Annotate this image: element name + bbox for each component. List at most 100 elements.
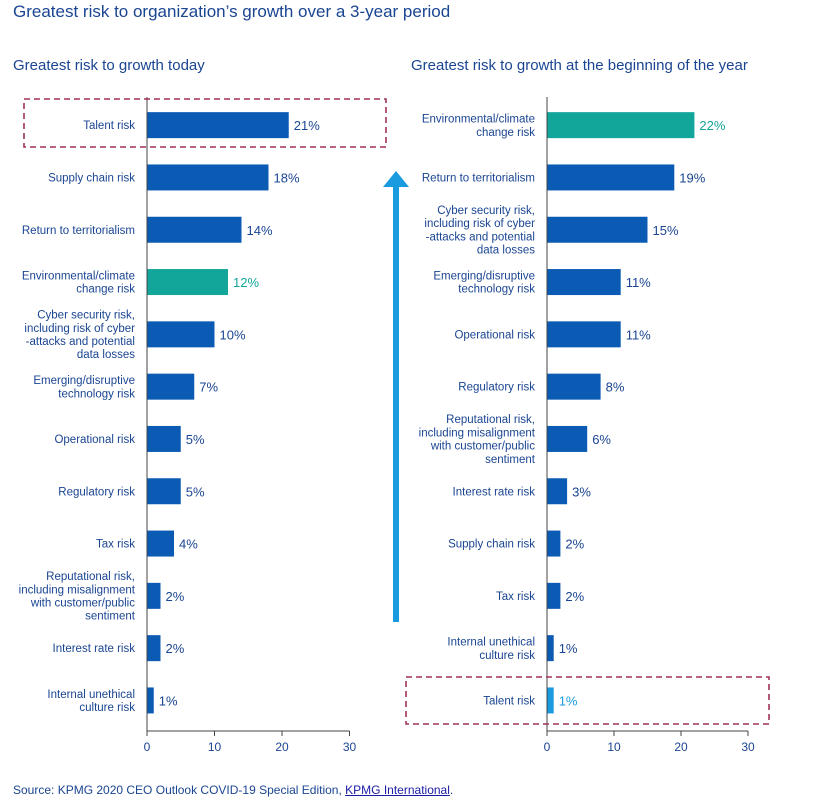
value-label: 2% [565,589,584,604]
category-label: Return to territorialism [422,172,535,184]
category-label-line: Interest rate risk [53,643,136,655]
x-tick-label: 20 [275,740,289,754]
bar [147,635,161,662]
category-label-line: data losses [477,245,535,257]
value-label: 22% [699,118,725,133]
value-label: 3% [572,484,591,499]
category-label: Internal unethical culture risk [447,637,535,662]
category-label: Operational risk [54,434,135,446]
bar [147,373,195,400]
bar [147,425,181,452]
category-label-line: including misalignment [419,427,536,439]
bar [547,321,621,348]
bar [147,216,242,243]
value-label: 5% [186,484,205,499]
category-label: Environmental/climate change risk [22,270,135,295]
x-tick-label: 10 [208,740,222,754]
category-label: Regulatory risk [58,486,135,498]
value-label: 8% [606,380,625,395]
category-label-line: technology risk [58,388,135,400]
source-suffix: . [449,783,454,797]
category-label: Talent risk [483,695,535,707]
category-label-line: with customer/public [30,597,135,609]
bar [547,635,554,662]
value-label: 1% [559,693,578,708]
bar [547,112,695,139]
category-label: Reputational risk, including misalignment… [419,414,536,466]
category-label-line: change risk [76,284,135,296]
category-label: Supply chain risk [48,172,135,184]
category-label: Cyber security risk, including risk of cy… [424,205,535,257]
bar [147,687,154,714]
bar [547,373,601,400]
category-label-line: Internal unethical [447,637,535,649]
category-label: Interest rate risk [453,486,536,498]
x-tick-label: 10 [607,740,621,754]
bar [147,321,215,348]
category-label-line: Interest rate risk [453,486,536,498]
category-label-line: change risk [476,127,535,139]
category-label: Internal unethical culture risk [47,689,135,714]
x-tick-label: 0 [144,740,151,754]
category-label-line: Talent risk [483,695,535,707]
category-label-line: Emerging/disruptive [33,375,135,387]
value-label: 21% [294,118,320,133]
category-label: Emerging/disruptive technology risk [433,270,535,295]
category-label-line: including risk of cyber [24,323,135,335]
category-label: Reputational risk, including misalignment… [19,571,136,623]
category-label: Regulatory risk [458,382,535,394]
category-label-line: Cyber security risk, [437,205,535,217]
bar [147,478,181,505]
value-label: 19% [679,170,705,185]
value-label: 18% [274,170,300,185]
category-label-line: Talent risk [83,120,135,132]
category-label-line: Environmental/climate [22,270,135,282]
x-tick-label: 20 [674,740,688,754]
left-chart: Talent risk 21% Supply chain risk 18% Return… [19,97,356,754]
category-label: Supply chain risk [448,539,535,551]
category-label-line: Reputational risk, [446,414,535,426]
bar [547,530,561,557]
value-label: 2% [166,589,185,604]
category-label: Return to territorialism [22,225,135,237]
page-title: Greatest risk to organization’s growth o… [13,2,451,21]
category-label: Cyber security risk, including risk of cy… [24,310,135,362]
bar [147,112,289,139]
value-label: 11% [626,275,651,290]
bar [547,216,648,243]
category-label-line: Internal unethical [47,689,135,701]
category-label-line: sentiment [85,611,136,623]
category-label: Environmental/climate change risk [422,114,535,139]
category-label-line: Tax risk [496,591,535,603]
bar [547,582,561,609]
bar [547,425,588,452]
value-label: 7% [199,380,218,395]
source-link[interactable]: KPMG International [345,783,450,797]
category-label-line: sentiment [485,454,536,466]
bar [147,269,228,296]
category-label-line: -attacks and potential [426,231,535,243]
category-label: Interest rate risk [53,643,136,655]
source-note: Source: KPMG 2020 CEO Outlook COVID-19 S… [13,783,453,797]
value-label: 15% [653,223,679,238]
bar [547,687,554,714]
category-label-line: with customer/public [430,441,535,453]
category-label-line: Tax risk [96,539,135,551]
category-label-line: Return to territorialism [422,172,535,184]
category-label-line: Reputational risk, [46,571,135,583]
value-label: 2% [565,537,584,552]
category-label: Emerging/disruptive technology risk [33,375,135,400]
category-label: Tax risk [96,539,135,551]
value-label: 1% [159,693,178,708]
left-chart-title: Greatest risk to growth today [13,57,205,74]
category-label: Tax risk [496,591,535,603]
bar [547,478,568,505]
up-arrow-shaft [393,185,399,622]
category-label-line: Regulatory risk [58,486,135,498]
bar [147,164,269,191]
category-label-line: Emerging/disruptive [433,270,535,282]
category-label-line: technology risk [458,284,535,296]
category-label-line: Operational risk [454,329,535,341]
value-label: 1% [559,641,578,656]
